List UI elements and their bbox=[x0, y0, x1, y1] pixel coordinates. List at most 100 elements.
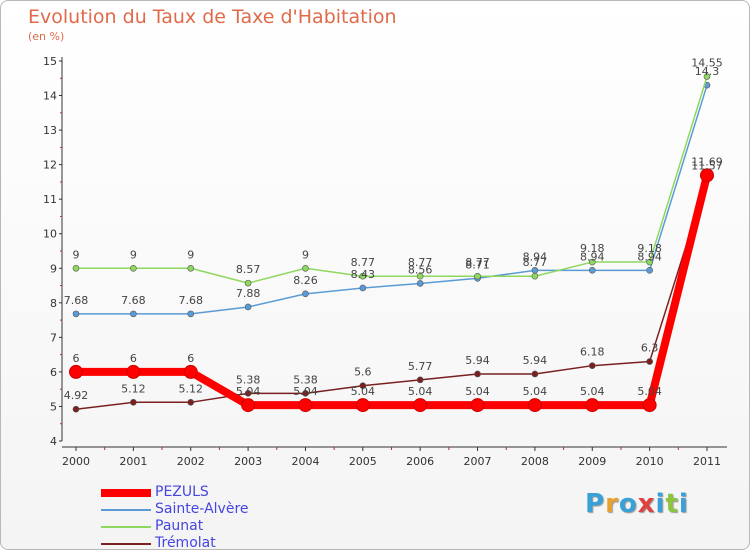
y-tick-label: 4 bbox=[50, 435, 57, 448]
data-label: 8.43 bbox=[351, 268, 376, 281]
unit-label: (en %) bbox=[28, 30, 65, 43]
data-label: 8.94 bbox=[580, 250, 605, 263]
data-point bbox=[416, 376, 424, 384]
data-label: 8.94 bbox=[637, 250, 662, 263]
data-point bbox=[416, 272, 424, 280]
data-point bbox=[72, 310, 80, 318]
y-tick-label: 15 bbox=[43, 55, 57, 68]
data-label: 8.56 bbox=[408, 263, 433, 276]
data-point bbox=[298, 398, 313, 413]
y-tick-label: 6 bbox=[50, 366, 57, 379]
x-tick-label: 2009 bbox=[578, 455, 606, 468]
data-point bbox=[355, 398, 370, 413]
legend-swatch bbox=[101, 489, 151, 497]
y-tick-label: 10 bbox=[43, 228, 57, 241]
logo-letter: t bbox=[665, 489, 679, 519]
data-point bbox=[244, 279, 252, 287]
data-label: 8.77 bbox=[465, 256, 490, 269]
data-label: 8.26 bbox=[293, 274, 318, 287]
x-tick-label: 2005 bbox=[349, 455, 377, 468]
data-label: 5.12 bbox=[121, 382, 146, 395]
data-point bbox=[244, 390, 252, 397]
data-label: 9.18 bbox=[637, 242, 662, 255]
x-tick-label: 2002 bbox=[177, 455, 205, 468]
data-label: 9 bbox=[302, 248, 309, 261]
data-label: 5.77 bbox=[408, 360, 433, 373]
data-point bbox=[646, 258, 653, 266]
logo-letter: x bbox=[637, 489, 656, 519]
data-point bbox=[126, 364, 141, 379]
y-tick-label: 7 bbox=[50, 331, 57, 344]
y-tick-label: 12 bbox=[43, 159, 57, 172]
data-point bbox=[302, 290, 309, 298]
data-label: 8.77 bbox=[408, 256, 433, 269]
y-tick-label: 13 bbox=[43, 124, 57, 137]
y-tick-label: 9 bbox=[50, 262, 57, 275]
data-label: 11.69 bbox=[691, 155, 723, 168]
x-tick-label: 2004 bbox=[291, 455, 319, 468]
legend-swatch bbox=[101, 509, 151, 511]
logo-letter: r bbox=[605, 489, 619, 519]
data-point bbox=[72, 405, 80, 413]
series-layer bbox=[69, 73, 714, 413]
series-line-tr-molat bbox=[75, 179, 708, 410]
y-tick-label: 14 bbox=[43, 90, 57, 103]
data-label: 5.04 bbox=[236, 385, 261, 398]
x-tick-label: 2006 bbox=[406, 455, 434, 468]
series-line-sainte-alv-re bbox=[76, 84, 708, 315]
data-label: 5.04 bbox=[465, 385, 490, 398]
x-tick-label: 2008 bbox=[521, 455, 549, 468]
data-label: 8.94 bbox=[523, 250, 548, 263]
data-labels-layer: 6 6 6 5.04 5.04 5.04 5.04 5.04 5.04 5.04 5.04 11.69… bbox=[64, 57, 723, 403]
axes: 4 5 6 7 8 9 10 11 12 13 14 15 2000 2001 2002 2003 2004 20… bbox=[43, 55, 727, 468]
legend-swatch bbox=[101, 526, 151, 528]
data-point bbox=[531, 370, 539, 378]
data-label: 5.6 bbox=[354, 366, 372, 379]
data-label: 14.55 bbox=[691, 57, 723, 70]
data-point bbox=[183, 364, 198, 379]
y-tick-label: 8 bbox=[50, 297, 57, 310]
data-point bbox=[130, 310, 137, 318]
data-label: 9 bbox=[130, 248, 137, 261]
data-point bbox=[416, 280, 424, 287]
data-label: 5.04 bbox=[408, 385, 433, 398]
data-point bbox=[359, 284, 367, 292]
data-label: 7.88 bbox=[236, 287, 261, 300]
data-point bbox=[585, 398, 600, 413]
series-line-paunat bbox=[76, 76, 708, 284]
data-point bbox=[302, 390, 309, 397]
x-tick-label: 2000 bbox=[62, 455, 90, 468]
data-point bbox=[474, 370, 481, 378]
data-point bbox=[241, 398, 256, 413]
data-label: 6 bbox=[187, 352, 194, 365]
data-label: 7.68 bbox=[121, 294, 146, 307]
data-point bbox=[130, 399, 137, 406]
data-label: 5.38 bbox=[236, 373, 261, 386]
data-point bbox=[527, 398, 542, 413]
data-point bbox=[646, 358, 653, 365]
data-point bbox=[187, 264, 195, 272]
data-label: 5.12 bbox=[178, 382, 203, 395]
data-label: 8.77 bbox=[523, 256, 548, 269]
data-point bbox=[646, 267, 653, 274]
data-point bbox=[642, 398, 657, 413]
logo-letter: i bbox=[678, 489, 689, 519]
legend-swatch bbox=[101, 543, 151, 545]
data-point bbox=[588, 258, 596, 266]
logo-letter: o bbox=[618, 489, 638, 519]
data-label: 4.92 bbox=[64, 389, 89, 402]
data-label: 8.77 bbox=[351, 256, 376, 269]
data-point bbox=[474, 272, 481, 280]
data-point bbox=[700, 168, 714, 183]
data-label: 9 bbox=[187, 248, 194, 261]
data-label: 8.71 bbox=[465, 258, 490, 271]
y-tick-label: 5 bbox=[50, 400, 57, 413]
data-label: 5.94 bbox=[465, 354, 490, 367]
data-label: 6.3 bbox=[641, 342, 659, 355]
data-point bbox=[359, 382, 367, 390]
data-point bbox=[470, 398, 485, 413]
data-label: 7.68 bbox=[178, 294, 203, 307]
legend-label: Paunat bbox=[155, 518, 204, 534]
